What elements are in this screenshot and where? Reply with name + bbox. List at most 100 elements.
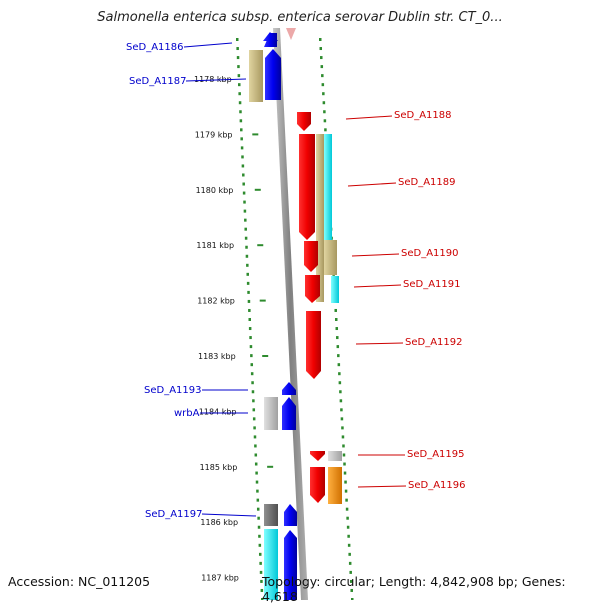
gene-label-plus[interactable]: SeD_A1189 bbox=[398, 177, 456, 188]
track-left-outer-dot bbox=[257, 525, 261, 529]
track-right-outer-dot bbox=[321, 83, 325, 87]
feature-grey-wrba[interactable] bbox=[264, 397, 278, 430]
track-right-outer-dot bbox=[319, 47, 323, 51]
tick-label: 1187 kbp bbox=[201, 574, 239, 583]
track-left-outer-dot bbox=[244, 227, 247, 231]
dotted-track-lines bbox=[236, 38, 354, 600]
track-left-outer-dot bbox=[238, 101, 242, 105]
track-right-outer-dot bbox=[348, 552, 351, 556]
tick-mark bbox=[252, 133, 259, 136]
track-left-outer-dot bbox=[248, 327, 252, 331]
gene-sed-a1197-arrow[interactable] bbox=[284, 504, 297, 526]
backbone-top-cap bbox=[286, 28, 296, 40]
genome-backbone bbox=[273, 28, 308, 600]
track-left-outer-dot bbox=[246, 281, 250, 285]
track-left-outer-dot bbox=[243, 209, 247, 213]
gene-label-plus[interactable]: SeD_A1190 bbox=[401, 248, 459, 259]
track-left-outer-dot bbox=[237, 65, 240, 69]
track-right-outer-dot bbox=[320, 56, 323, 60]
track-right-outer-dot bbox=[349, 579, 353, 583]
track-left-outer-dot bbox=[240, 137, 243, 141]
track-left-outer-dot bbox=[247, 290, 250, 294]
accession-text: Accession: NC_011205 bbox=[8, 574, 151, 589]
gene-leader-line bbox=[183, 42, 233, 48]
feature-cyan-1189[interactable] bbox=[324, 134, 332, 240]
tick-mark bbox=[267, 465, 274, 468]
gene-leader-line bbox=[201, 513, 257, 517]
gene-sed-a1193-arrow[interactable] bbox=[282, 382, 296, 395]
track-left-outer-dot bbox=[237, 74, 241, 78]
track-left-outer-dot bbox=[250, 372, 254, 376]
gene-label-minus[interactable]: SeD_A1187 bbox=[129, 76, 187, 87]
gene-label-plus[interactable]: SeD_A1196 bbox=[408, 480, 466, 491]
gene-wrba-arrow[interactable] bbox=[282, 397, 296, 430]
track-right-outer-dot bbox=[323, 110, 326, 114]
gene-sed-a1196-arrow[interactable] bbox=[310, 467, 325, 503]
gene-leader-line bbox=[353, 284, 402, 288]
tick-label: 1182 kbp bbox=[197, 297, 235, 306]
track-right-outer-dot bbox=[350, 588, 353, 592]
track-right-outer-dot bbox=[320, 65, 324, 69]
track-left-outer-dot bbox=[245, 254, 249, 258]
track-right-outer-dot bbox=[337, 354, 340, 358]
track-right-outer-dot bbox=[351, 598, 354, 600]
track-left-outer-dot bbox=[242, 173, 245, 177]
track-left-outer-dot bbox=[239, 110, 242, 114]
track-right-outer-dot bbox=[337, 363, 341, 367]
track-left-outer-dot bbox=[254, 444, 257, 448]
gene-sed-a1191-arrow[interactable] bbox=[305, 275, 320, 303]
gene-sed-a1192-arrow[interactable] bbox=[306, 311, 321, 379]
tick-label: 1180 kbp bbox=[196, 186, 234, 195]
tick-mark bbox=[257, 244, 264, 247]
track-left-outer-dot bbox=[252, 399, 255, 403]
feature-cyan-1191[interactable] bbox=[331, 276, 339, 303]
gene-sed-a1188-arrow[interactable] bbox=[297, 112, 311, 131]
gene-label-minus[interactable]: SeD_A1193 bbox=[144, 385, 202, 396]
feature-grey-1195[interactable] bbox=[328, 451, 342, 461]
feature-khaki-1[interactable] bbox=[249, 50, 263, 102]
gene-label-plus[interactable]: SeD_A1195 bbox=[407, 449, 465, 460]
gene-label-plus[interactable]: SeD_A1192 bbox=[405, 337, 463, 348]
gene-label-minus[interactable]: SeD_A1186 bbox=[126, 42, 184, 53]
track-left-outer-dot bbox=[242, 191, 246, 195]
track-left-outer-dot bbox=[238, 92, 241, 96]
track-left-outer-dot bbox=[259, 570, 263, 574]
map-title: Salmonella enterica subsp. enterica sero… bbox=[97, 10, 503, 25]
track-right-outer-dot bbox=[348, 561, 352, 565]
gene-sed-a1195-arrow[interactable] bbox=[310, 451, 325, 461]
track-left-outer-dot bbox=[252, 417, 256, 421]
track-right-outer-dot bbox=[339, 390, 342, 394]
feature-khaki-1190[interactable] bbox=[324, 240, 337, 275]
track-left-outer-dot bbox=[243, 200, 246, 204]
gene-lower-blue-arrow[interactable] bbox=[284, 530, 297, 600]
track-left-outer-dot bbox=[241, 164, 245, 168]
gene-sed-a1187-arrow[interactable] bbox=[265, 49, 281, 100]
track-left-outer-dot bbox=[259, 561, 262, 565]
gene-label-plus[interactable]: SeD_A1188 bbox=[394, 110, 452, 121]
gene-sed-a1189-arrow[interactable] bbox=[299, 134, 315, 240]
track-left-outer-dot bbox=[256, 507, 260, 511]
track-right-outer-dot bbox=[321, 74, 324, 78]
track-left-outer-dot bbox=[236, 38, 239, 41]
track-right-outer-dot bbox=[335, 327, 339, 331]
track-right-outer-dot bbox=[346, 525, 350, 529]
gene-leader-line bbox=[357, 485, 407, 488]
track-left-outer-dot bbox=[258, 534, 261, 538]
feature-cyan-lower[interactable] bbox=[264, 529, 278, 600]
track-right-outer-dot bbox=[347, 543, 351, 547]
feature-orange-1196[interactable] bbox=[328, 467, 342, 504]
track-right-outer-dot bbox=[340, 417, 344, 421]
track-right-outer-dot bbox=[335, 318, 338, 321]
track-left-outer-dot bbox=[255, 471, 258, 475]
track-right-outer-dot bbox=[347, 534, 350, 538]
track-left-outer-dot bbox=[244, 218, 247, 222]
track-right-outer-dot bbox=[343, 462, 346, 466]
gene-sed-a1190-arrow[interactable] bbox=[304, 241, 318, 272]
gene-label-minus[interactable]: wrbA bbox=[174, 408, 200, 419]
gene-label-minus[interactable]: SeD_A1197 bbox=[145, 509, 203, 520]
feature-khaki-2[interactable] bbox=[316, 134, 324, 302]
track-right-outer-dot bbox=[319, 38, 322, 41]
feature-dark-grey[interactable] bbox=[264, 504, 278, 526]
gene-label-plus[interactable]: SeD_A1191 bbox=[403, 279, 461, 290]
